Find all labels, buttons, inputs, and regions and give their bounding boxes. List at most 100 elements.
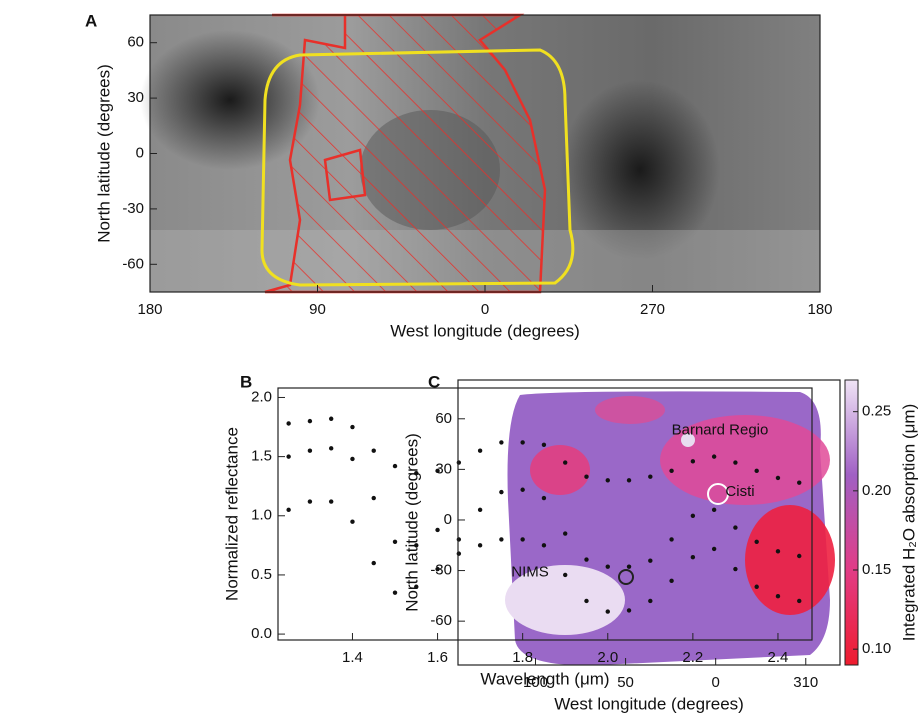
data-point — [371, 448, 376, 453]
colorbar-tick-label: 0.15 — [862, 561, 891, 578]
data-point — [499, 440, 504, 445]
data-point — [477, 507, 483, 513]
colorbar-tick-label: 0.20 — [862, 482, 891, 499]
x-axis-label: West longitude (degrees) — [554, 694, 744, 713]
data-point — [499, 537, 504, 542]
data-point — [371, 560, 376, 566]
y-tick-label: 30 — [127, 89, 144, 106]
data-point — [626, 608, 632, 613]
plot-frame — [457, 379, 841, 666]
data-point — [499, 489, 504, 495]
data-point — [669, 468, 674, 474]
colorbar — [844, 379, 859, 666]
data-point — [605, 609, 610, 614]
x-tick-label: 0 — [711, 674, 719, 691]
data-point — [690, 513, 696, 518]
data-point — [775, 594, 781, 599]
y-tick-label: 0.0 — [251, 625, 272, 642]
data-point — [541, 495, 547, 501]
data-point — [690, 554, 696, 560]
data-point — [733, 460, 738, 465]
y-tick-label: 2.0 — [251, 388, 272, 405]
x-tick-label: 310 — [793, 674, 818, 691]
data-point — [350, 456, 355, 462]
data-point — [584, 598, 589, 604]
y-tick-label: 60 — [435, 410, 452, 427]
data-point — [797, 553, 802, 559]
data-point — [456, 537, 462, 542]
data-point — [648, 558, 653, 563]
x-tick-label: 2.4 — [768, 649, 789, 666]
x-tick-label: 1.6 — [427, 649, 448, 666]
data-point — [328, 499, 334, 504]
data-point — [754, 468, 759, 474]
data-point — [328, 446, 334, 451]
data-point — [307, 418, 313, 424]
data-point — [669, 537, 674, 542]
data-point — [541, 442, 547, 447]
data-point — [648, 474, 653, 479]
data-point — [797, 480, 802, 485]
data-point — [690, 459, 696, 464]
panel-label: A — [85, 11, 97, 30]
x-tick-label: 180 — [137, 301, 162, 318]
data-point — [775, 549, 781, 554]
data-point — [626, 478, 632, 483]
data-point — [286, 421, 291, 426]
data-point — [797, 598, 802, 604]
data-point — [605, 564, 610, 569]
data-point — [626, 564, 632, 569]
data-point — [414, 584, 419, 589]
x-tick-label: 0 — [481, 301, 489, 318]
data-point — [286, 454, 291, 459]
data-point — [392, 539, 398, 545]
y-tick-label: -60 — [122, 255, 144, 272]
data-point — [350, 519, 355, 524]
panel-label: C — [428, 372, 440, 391]
data-point — [754, 584, 759, 589]
y-tick-label: 0.5 — [251, 566, 272, 583]
y-axis-label: Normalized reflectance — [222, 427, 241, 601]
y-tick-label: 60 — [127, 34, 144, 51]
plot-frame — [277, 387, 813, 641]
data-point — [520, 440, 525, 445]
data-point — [541, 543, 547, 548]
colorbar-tick-label: 0.25 — [862, 403, 891, 420]
data-point — [775, 475, 781, 481]
data-point — [584, 557, 589, 562]
data-point — [286, 507, 291, 513]
data-point — [435, 566, 440, 572]
x-axis-label: Wavelength (μm) — [480, 669, 609, 688]
data-point — [477, 543, 483, 548]
data-point — [350, 424, 355, 430]
y-axis-label: North latitude (degrees) — [402, 433, 421, 612]
data-point — [328, 416, 334, 421]
data-point — [733, 525, 738, 530]
x-tick-label: 100 — [523, 674, 548, 691]
data-point — [563, 531, 568, 536]
data-point — [371, 495, 376, 501]
y-tick-label: 1.0 — [251, 507, 272, 524]
panel-label: B — [240, 372, 252, 391]
data-point — [669, 578, 674, 584]
data-point — [563, 572, 568, 578]
data-point — [414, 470, 419, 476]
x-tick-label: 270 — [640, 301, 665, 318]
y-tick-label: -30 — [122, 200, 144, 217]
colorbar-label: Integrated H₂O absorption (μm) — [899, 404, 918, 642]
x-tick-label: 1.8 — [512, 649, 533, 666]
y-tick-label: 0 — [136, 144, 144, 161]
data-point — [414, 543, 419, 548]
y-tick-label: 0 — [444, 511, 452, 528]
data-point — [435, 468, 440, 474]
data-point — [477, 448, 483, 453]
x-tick-label: 180 — [807, 301, 832, 318]
data-point — [563, 460, 568, 465]
data-point — [733, 566, 738, 572]
data-point — [520, 537, 525, 542]
data-point — [605, 478, 610, 483]
x-tick-label: 90 — [309, 301, 326, 318]
y-tick-label: 1.5 — [251, 448, 272, 465]
x-axis-label: West longitude (degrees) — [390, 321, 580, 340]
